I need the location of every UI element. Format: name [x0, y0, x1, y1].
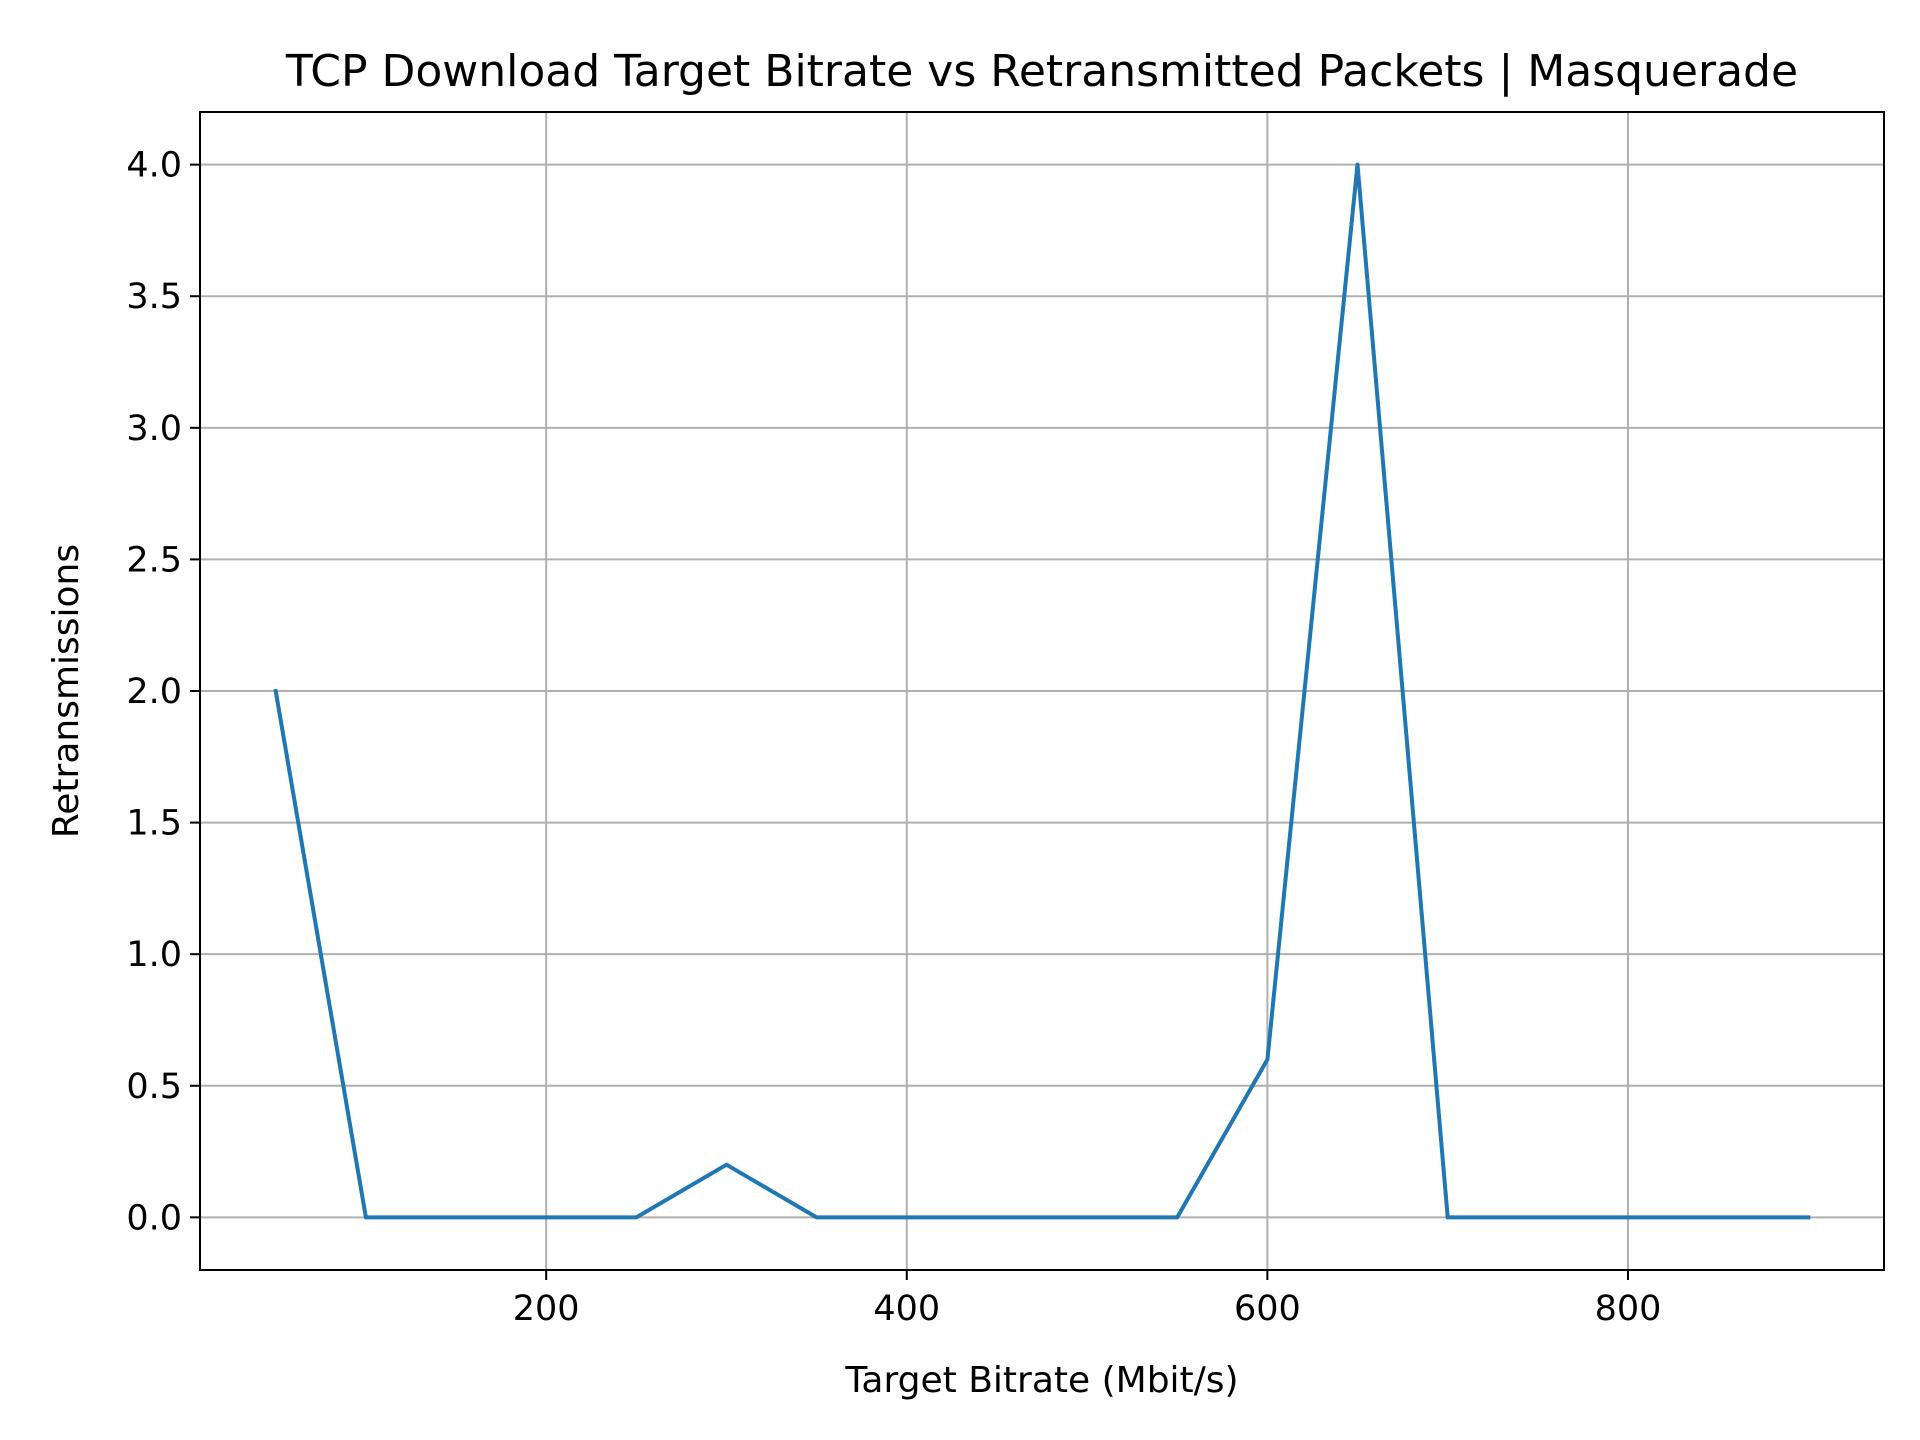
y-tick-label: 0.5 — [126, 1067, 182, 1107]
x-tick-label: 400 — [873, 1289, 940, 1329]
y-tick-label: 3.0 — [126, 409, 182, 449]
x-tick-label: 600 — [1234, 1289, 1301, 1329]
x-tick-label: 800 — [1595, 1289, 1662, 1329]
y-tick-label: 2.0 — [126, 672, 182, 712]
series-line — [273, 162, 1811, 1220]
y-tick-label: 1.5 — [126, 804, 182, 844]
y-tick-label: 3.5 — [126, 277, 182, 317]
chart-title: TCP Download Target Bitrate vs Retransmi… — [285, 46, 1798, 97]
axis-ticks: 200 400 600 800 0.0 0.5 1.0 1.5 2.0 2.5 3.0 3.5 4.0 — [126, 146, 1661, 1329]
series-layer — [273, 162, 1811, 1220]
y-tick-label: 1.0 — [126, 935, 182, 975]
y-axis-label: Retransmissions — [46, 544, 87, 838]
x-tick-label: 200 — [513, 1289, 580, 1329]
y-tick-label: 0.0 — [126, 1198, 182, 1238]
y-tick-label: 4.0 — [126, 146, 182, 186]
x-axis-label: Target Bitrate (Mbit/s) — [844, 1360, 1238, 1401]
y-tick-label: 2.5 — [126, 540, 182, 580]
